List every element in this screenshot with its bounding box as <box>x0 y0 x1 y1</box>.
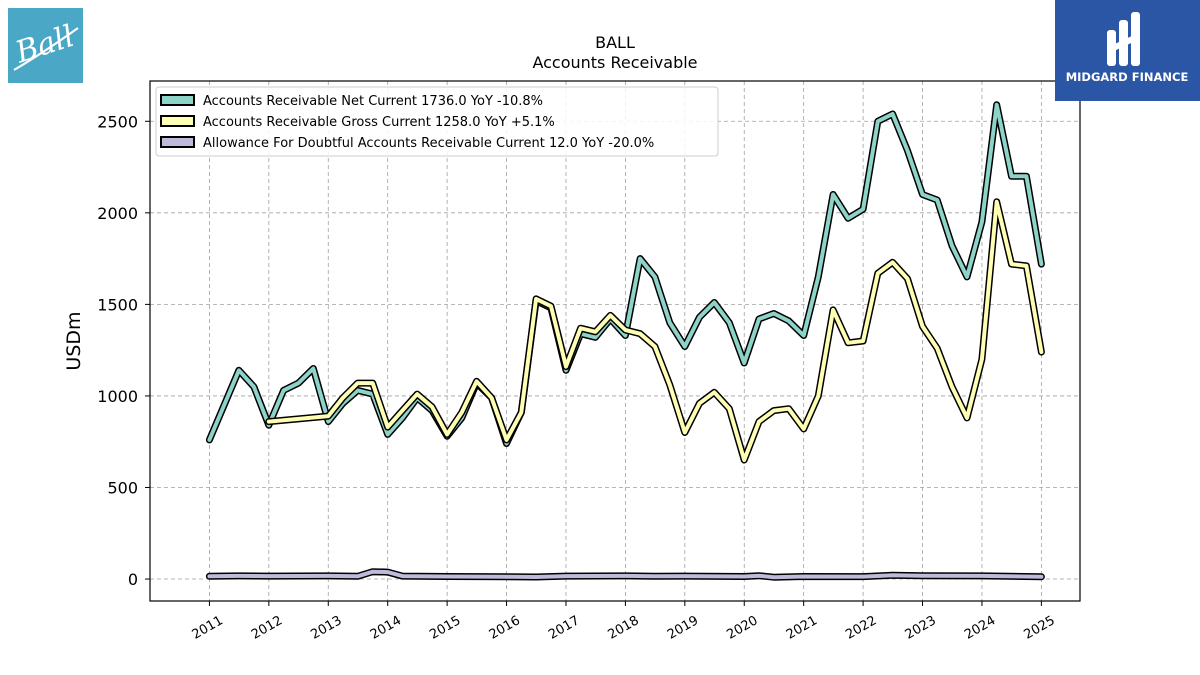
legend-box <box>155 86 719 157</box>
legend-label-1: Accounts Receivable Net Current 1736.0 Y… <box>203 94 543 109</box>
series-3 <box>205 568 1045 581</box>
y-tick-label: 1000 <box>97 387 138 406</box>
x-tick-label: 2025 <box>1022 613 1058 643</box>
ball-logo: Ball <box>8 8 83 83</box>
plot-frame <box>149 80 1081 602</box>
x-tick-label: 2013 <box>308 613 344 643</box>
plot-area <box>205 101 1045 581</box>
x-tick-label: 2024 <box>962 613 998 643</box>
x-axis: 2011 2012 2013 2014 2015 2016 2017 2018 2019 2020… <box>190 601 1058 643</box>
y-tick-label: 500 <box>107 478 138 497</box>
legend-swatch-2 <box>160 115 195 127</box>
chart-title: BALL <box>595 33 635 52</box>
legend-label-3: Allowance For Doubtful Accounts Receivab… <box>203 136 654 151</box>
grid-lines <box>150 81 1080 601</box>
x-tick-label: 2019 <box>665 613 701 643</box>
x-tick-label: 2021 <box>784 613 820 643</box>
legend-swatch-3 <box>160 136 195 148</box>
chart-subtitle: Accounts Receivable <box>532 53 697 72</box>
x-tick-label: 2015 <box>427 613 463 643</box>
x-tick-label: 2011 <box>190 613 226 643</box>
midgard-emblem-icon <box>1107 12 1140 66</box>
x-tick-label: 2016 <box>487 613 523 643</box>
x-tick-label: 2012 <box>249 613 285 643</box>
x-tick-label: 2023 <box>903 613 939 643</box>
x-tick-label: 2022 <box>843 613 879 643</box>
series-2 <box>265 198 1045 464</box>
series-1-line <box>207 102 1044 446</box>
x-tick-label: 2018 <box>606 613 642 643</box>
y-axis: 0 500 1000 1500 2000 2500 <box>97 112 150 589</box>
legend-label-2: Accounts Receivable Gross Current 1258.0… <box>203 115 555 130</box>
legend: Accounts Receivable Net Current 1736.0 Y… <box>155 86 719 157</box>
legend-swatch-1 <box>160 94 195 106</box>
x-tick-label: 2017 <box>546 613 582 643</box>
midgard-finance-logo: MIDGARD FINANCE <box>1055 0 1200 101</box>
series-3-line <box>207 569 1044 580</box>
y-tick-label: 1500 <box>97 295 138 314</box>
y-tick-label: 2000 <box>97 204 138 223</box>
midgard-logo-text: MIDGARD FINANCE <box>1066 70 1189 84</box>
x-tick-label: 2014 <box>368 613 404 643</box>
y-tick-label: 2500 <box>97 112 138 131</box>
y-axis-label: USDm <box>63 311 85 370</box>
x-tick-label: 2020 <box>724 613 760 643</box>
series-2-line <box>266 199 1044 462</box>
series-1 <box>205 101 1045 447</box>
y-tick-label: 0 <box>128 570 138 589</box>
